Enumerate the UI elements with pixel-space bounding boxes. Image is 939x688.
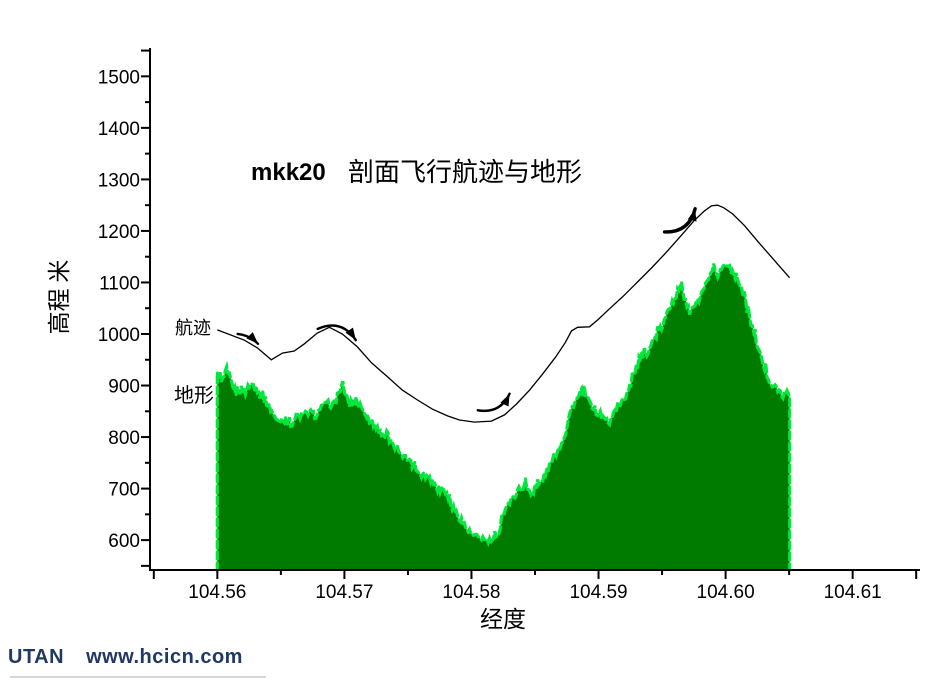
- y-tick-label: 1100: [99, 273, 140, 294]
- trajectory-line-series: [217, 204, 791, 423]
- y-tick-label: 1000: [98, 325, 140, 346]
- x-tick-label: 104.57: [315, 582, 373, 603]
- y-tick-label: 900: [108, 377, 140, 398]
- y-tick-label: 1400: [98, 119, 140, 140]
- arrow-head-icon: [345, 327, 356, 341]
- terrain-fill: [217, 263, 790, 570]
- trajectory-series-label: 航迹: [175, 318, 211, 338]
- terrain-area-series: [215, 262, 792, 572]
- axis-frame: [149, 48, 920, 571]
- y-tick-label: 800: [108, 428, 140, 449]
- chart-title-text: 剖面飞行航迹与地形: [348, 158, 582, 187]
- direction-arrows: [236, 207, 697, 413]
- watermark-brand: UTAN: [8, 646, 65, 668]
- y-tick-label: 1300: [98, 170, 140, 191]
- flight-profile-chart: 104.56 104.57 104.58 104.59 104.60 104.61 600 7…: [47, 48, 920, 632]
- x-tick-label: 104.61: [824, 582, 882, 603]
- watermark-underline: [10, 676, 266, 678]
- axes: 104.56 104.57 104.58 104.59 104.60 104.61 600 7…: [98, 48, 920, 603]
- x-tick-label: 104.59: [569, 582, 627, 603]
- arrow-head-icon: [500, 393, 510, 407]
- watermark: UTAN www.hcicn.com: [8, 646, 243, 669]
- terrain-outline: [215, 262, 792, 572]
- x-axis-title: 经度: [480, 607, 526, 632]
- y-tick-label: 700: [108, 480, 140, 501]
- y-tick-label: 600: [108, 531, 140, 552]
- y-tick-label: 1500: [98, 67, 140, 88]
- x-tick-label: 104.58: [442, 582, 500, 603]
- x-tick-label: 104.56: [188, 582, 246, 603]
- watermark-url: www.hcicn.com: [86, 646, 243, 668]
- y-axis-title: 高程 米: [47, 260, 72, 335]
- arrow-head-icon: [246, 332, 259, 344]
- terrain-series-label: 地形: [174, 384, 214, 407]
- trajectory-line: [217, 204, 791, 423]
- arrow-shaft: [662, 207, 697, 234]
- x-tick-label: 104.60: [697, 582, 755, 603]
- chart-title-code: mkk20: [251, 159, 326, 186]
- arrow-head-icon: [687, 208, 697, 222]
- y-tick-label: 1200: [98, 222, 140, 243]
